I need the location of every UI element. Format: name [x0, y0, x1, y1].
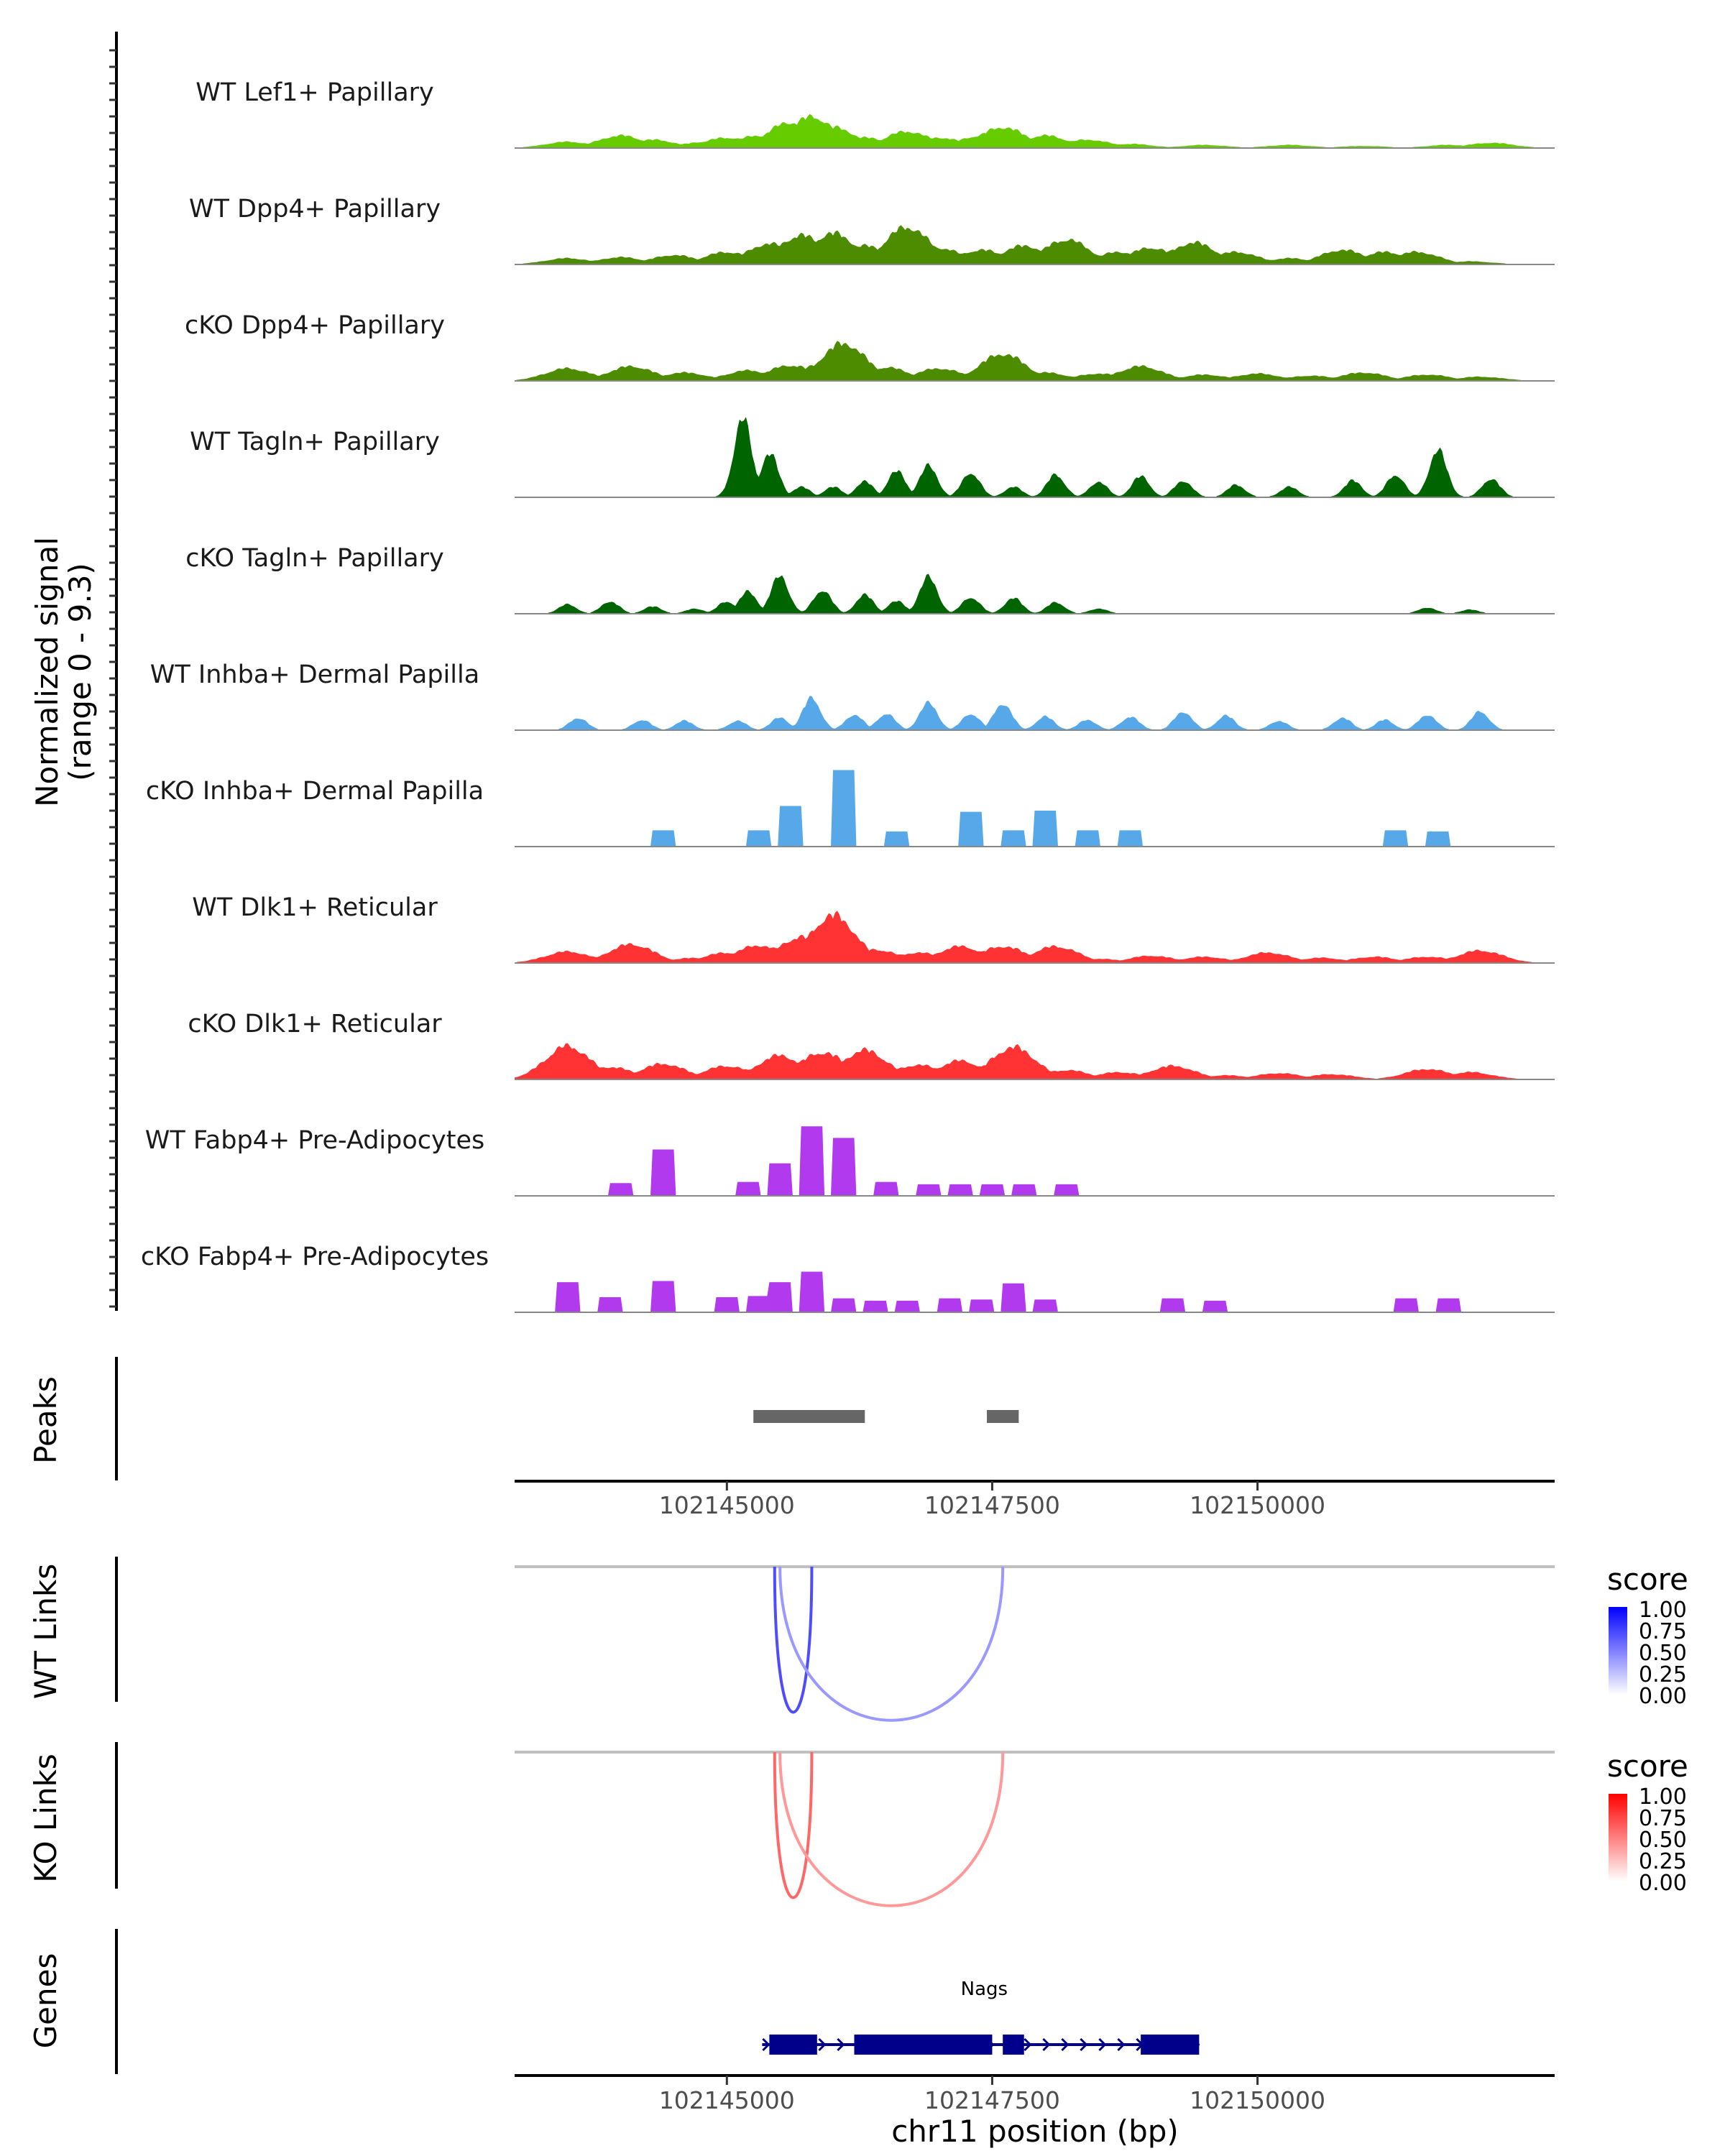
legend-tick-label: 0.75	[1639, 1806, 1687, 1831]
legend-tick-label: 0.00	[1639, 1684, 1687, 1709]
track-signal-area	[515, 573, 1555, 614]
legend-tick-label: 0.50	[1639, 1641, 1687, 1666]
track-label: WT Inhba+ Dermal Papilla	[150, 660, 479, 689]
gene-exon	[854, 2035, 993, 2055]
legend-tick-label: 0.00	[1639, 1871, 1687, 1896]
gene-name-label: Nags	[961, 1978, 1008, 2000]
wt-legend-colorbar	[1609, 1607, 1627, 1695]
gene-exon	[1141, 2035, 1200, 2055]
strand-arrow	[1024, 2037, 1032, 2052]
strand-arrow	[1061, 2037, 1070, 2052]
x-tick-label: 102145000	[659, 2086, 795, 2114]
track-label: WT Dlk1+ Reticular	[192, 893, 438, 922]
peaks-label: Peaks	[28, 1376, 63, 1464]
wt-links-label: WT Links	[28, 1564, 63, 1699]
ko-legend-colorbar	[1609, 1794, 1627, 1881]
coverage-track-cko-fabp4-pre-adipocytes: cKO Fabp4+ Pre-Adipocytes	[141, 1243, 1555, 1313]
ko-legend-ticks: 1.00 0.75 0.50 0.25 0.00	[1639, 1784, 1687, 1896]
legend-tick-label: 0.25	[1639, 1849, 1687, 1874]
track-label: WT Tagln+ Papillary	[190, 428, 440, 456]
x-tick-label: 102147500	[924, 2086, 1060, 2114]
track-signal-area	[515, 770, 1555, 847]
legend-tick-label: 0.50	[1639, 1828, 1687, 1853]
strand-arrow	[1117, 2037, 1126, 2052]
coverage-track-wt-inhba-dermal-papilla: WT Inhba+ Dermal Papilla	[150, 660, 1555, 731]
strand-arrow	[1080, 2037, 1088, 2052]
wt-link-arc	[778, 1566, 1005, 1722]
track-label: cKO Dpp4+ Papillary	[185, 311, 445, 340]
coverage-track-cko-dpp4-papillary: cKO Dpp4+ Papillary	[185, 311, 1555, 382]
genes-label: Genes	[28, 1953, 63, 2049]
track-signal-area	[515, 225, 1555, 264]
wt-link-arc	[773, 1566, 814, 1714]
track-label: cKO Fabp4+ Pre-Adipocytes	[141, 1243, 489, 1271]
coverage-track-wt-tagln-papillary: WT Tagln+ Papillary	[190, 417, 1555, 498]
strand-arrow	[818, 2037, 827, 2052]
track-label: WT Fabp4+ Pre-Adipocytes	[145, 1126, 484, 1155]
peak-region	[987, 1410, 1019, 1423]
wt-legend-title: score	[1607, 1562, 1688, 1597]
track-label: WT Dpp4+ Papillary	[189, 195, 441, 224]
track-signal-area	[515, 696, 1555, 730]
track-signal-area	[515, 417, 1555, 497]
track-signal-area	[515, 1043, 1555, 1079]
coverage-track-wt-dlk1-reticular: WT Dlk1+ Reticular	[192, 893, 1555, 964]
coverage-track-wt-dpp4-papillary: WT Dpp4+ Papillary	[189, 195, 1555, 265]
wt-legend-ticks: 1.00 0.75 0.50 0.25 0.00	[1639, 1598, 1687, 1709]
coverage-y-ticks	[109, 49, 116, 1308]
strand-arrow	[837, 2037, 845, 2052]
ko-link-arc	[778, 1751, 1005, 1907]
coverage-track-wt-lef1-papillary: WT Lef1+ Papillary	[196, 78, 1555, 149]
ko-legend-title: score	[1607, 1749, 1688, 1784]
coverage-y-range-label: (range 0 - 9.3)	[63, 563, 98, 781]
ko-link-arc	[773, 1751, 814, 1899]
coverage-track-cko-tagln-papillary: cKO Tagln+ Papillary	[185, 544, 1555, 614]
x-tick-label: 102150000	[1190, 2086, 1325, 2114]
strand-arrow	[1042, 2037, 1051, 2052]
coverage-track-cko-inhba-dermal-papilla: cKO Inhba+ Dermal Papilla	[146, 770, 1555, 847]
track-signal-area	[515, 1126, 1555, 1196]
x-axis-title: chr11 position (bp)	[891, 2114, 1179, 2149]
gene-exon	[1003, 2035, 1024, 2055]
legend-tick-label: 1.00	[1639, 1784, 1687, 1810]
legend-tick-label: 0.75	[1639, 1619, 1687, 1644]
track-label: cKO Inhba+ Dermal Papilla	[146, 777, 484, 806]
track-signal-area	[515, 911, 1555, 963]
track-signal-area	[515, 1271, 1555, 1312]
strand-arrow	[762, 2037, 770, 2052]
coverage-track-cko-dlk1-reticular: cKO Dlk1+ Reticular	[188, 1010, 1555, 1080]
track-label: cKO Tagln+ Papillary	[185, 544, 444, 573]
track-signal-area	[515, 341, 1555, 381]
strand-arrow	[1098, 2037, 1107, 2052]
legend-tick-label: 1.00	[1639, 1598, 1687, 1623]
legend-tick-label: 0.25	[1639, 1662, 1687, 1687]
peak-region	[753, 1410, 865, 1423]
ko-links-label: KO Links	[28, 1754, 63, 1883]
track-label: cKO Dlk1+ Reticular	[188, 1010, 442, 1038]
coverage-y-label: Normalized signal	[29, 537, 65, 807]
x-tick-label: 102147500	[924, 1491, 1060, 1519]
track-label: WT Lef1+ Papillary	[196, 78, 434, 107]
x-tick-label: 102145000	[659, 1491, 795, 1519]
track-signal-area	[515, 114, 1555, 148]
x-tick-label: 102150000	[1190, 1491, 1325, 1519]
coverage-track-wt-fabp4-pre-adipocytes: WT Fabp4+ Pre-Adipocytes	[145, 1126, 1555, 1197]
gene-exon	[769, 2035, 817, 2055]
